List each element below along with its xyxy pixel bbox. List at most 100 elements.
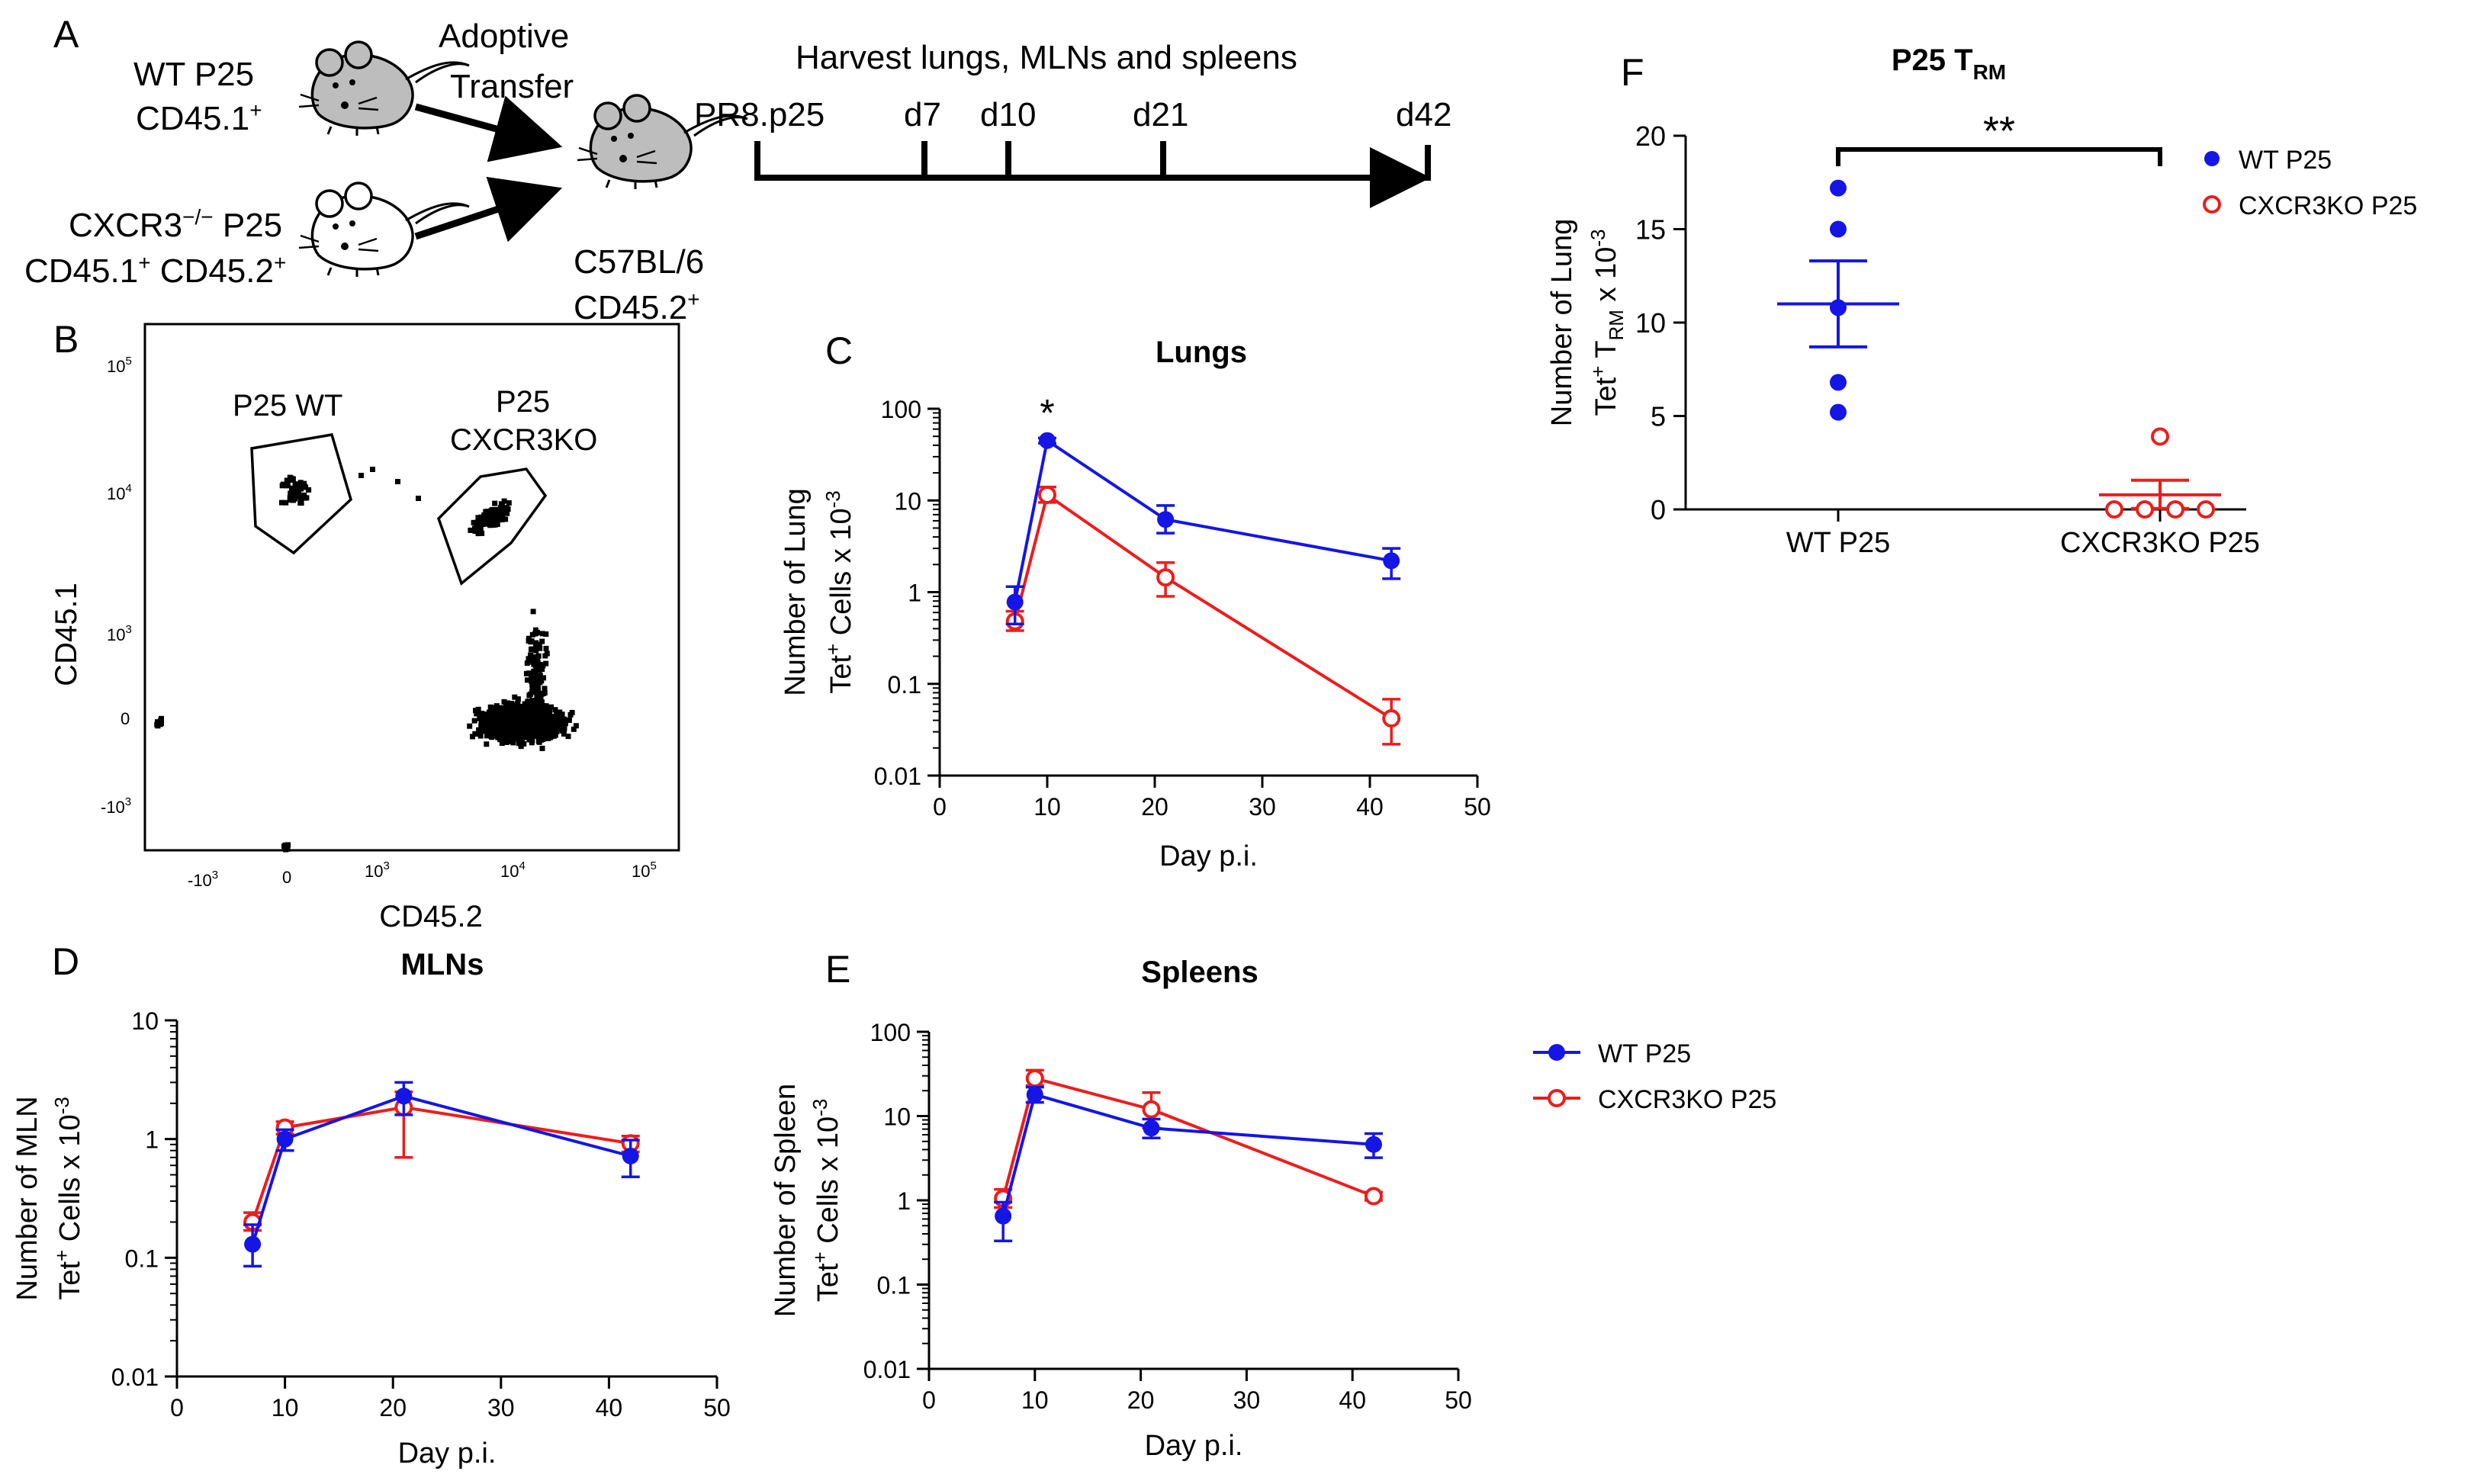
flow-event (488, 717, 494, 723)
legend-ko-marker (1548, 1089, 1566, 1107)
flow-event (292, 481, 298, 487)
flow-event (550, 721, 556, 728)
flow-x-tick: -103 (188, 869, 218, 890)
flow-event (301, 492, 307, 498)
y-tick-label: 20 (1635, 120, 1666, 152)
series-line (1001, 1092, 1374, 1217)
flow-event (505, 700, 510, 706)
x-tick-label: 30 (1249, 793, 1276, 821)
x-tick-label: 0 (933, 793, 947, 821)
flow-event (530, 654, 536, 660)
group-ko (2099, 427, 2221, 519)
flow-event (510, 715, 516, 721)
flow-event (500, 717, 506, 723)
y-axis-label-part: Tet (825, 655, 857, 694)
flow-event (477, 733, 484, 739)
gate-ko-label-2: CXCR3KO (450, 423, 597, 457)
flow-event (557, 722, 563, 728)
flow-event (475, 521, 481, 527)
flow-event (484, 741, 490, 747)
flow-event (474, 711, 480, 717)
legend-wt-marker (2204, 151, 2220, 166)
data-point (1143, 1119, 1160, 1137)
flow-event (475, 706, 481, 712)
flow-event (288, 477, 294, 483)
y-axis-label-sup: -3 (1586, 230, 1609, 247)
flow-event (525, 677, 530, 683)
y-tick-label: 0.1 (125, 1245, 159, 1272)
data-point (1830, 299, 1847, 316)
flow-event (545, 727, 551, 733)
flow-event (518, 724, 524, 730)
flow-event (521, 740, 527, 747)
chart-lungs: Lungs 0.01 0.1 1 10 100 0 10 20 30 40 50 Day p.i. Num… (780, 336, 1491, 872)
y-axis-label-line-2: Tet+ Cells x 10-3 (821, 490, 857, 693)
flow-event (534, 693, 540, 699)
series-ko (994, 1068, 1383, 1209)
ko-donor-marker: CD45.1+ CD45.2+ (24, 251, 286, 290)
flow-event (471, 718, 477, 724)
flow-event (471, 519, 477, 525)
flow-event (552, 718, 558, 724)
flow-event (536, 736, 542, 742)
flow-event (550, 715, 556, 721)
y-axis-label-line-2: Tet+ TRM x 10-3 (1586, 230, 1628, 416)
data-point (1830, 374, 1847, 391)
flow-event (503, 706, 510, 711)
flow-event (539, 631, 545, 637)
data-point (1830, 403, 1847, 421)
series-line (1013, 438, 1392, 602)
shared-legend: WT P25 CXCR3KO P25 (1533, 1039, 1776, 1114)
data-point (1830, 220, 1847, 238)
flow-event (287, 495, 293, 501)
y-tick-label: 5 (1651, 401, 1666, 432)
flow-event (488, 509, 494, 516)
flow-event (539, 638, 545, 644)
flow-x-tick: 104 (500, 859, 526, 881)
series-line (251, 1106, 632, 1223)
flow-event (545, 721, 551, 728)
x-tick-label: 10 (1021, 1386, 1049, 1414)
flow-event (482, 716, 488, 722)
flow-event (302, 495, 308, 501)
flow-event (532, 703, 538, 709)
flow-event (516, 736, 522, 742)
flow-event (535, 727, 542, 733)
gate-ko-label-1: P25 (496, 385, 550, 419)
flow-event (503, 724, 510, 731)
flow-event (529, 638, 535, 644)
chart-title: Spleens (1141, 956, 1258, 989)
flow-event (493, 712, 500, 718)
timeline-mark-d7: d7 (904, 96, 941, 133)
x-tick-label: WT P25 (1786, 527, 1891, 559)
flow-event (534, 718, 540, 724)
flow-event (544, 650, 550, 657)
flow-event (497, 735, 503, 741)
x-tick-label: 20 (379, 1394, 407, 1421)
legend-ko-marker (2203, 195, 2221, 214)
group-wt (1777, 179, 1899, 421)
y-tick-label: 1 (897, 1187, 911, 1215)
flow-event (298, 500, 304, 506)
data-point (1382, 709, 1401, 728)
y-tick-label: 10 (131, 1007, 159, 1035)
flow-event (567, 711, 574, 718)
flow-event (543, 731, 549, 737)
panel-b: B 105 104 103 0 -103 -103 0 103 104 105 … (50, 318, 680, 933)
flow-event (535, 660, 541, 666)
x-tick-label: 10 (1033, 793, 1061, 821)
series-line (251, 1094, 632, 1245)
flow-event (497, 505, 503, 511)
flow-x-tick: 0 (282, 868, 291, 887)
flow-event (527, 711, 533, 718)
series-wt (994, 1085, 1383, 1242)
flow-event (535, 697, 541, 703)
flow-event (518, 744, 524, 750)
flow-event (573, 723, 579, 729)
flow-event (522, 703, 529, 709)
flow-event (485, 514, 491, 520)
flow-event (510, 740, 516, 746)
data-point (1025, 1069, 1044, 1088)
flow-event (543, 660, 549, 667)
flow-event (538, 692, 543, 698)
